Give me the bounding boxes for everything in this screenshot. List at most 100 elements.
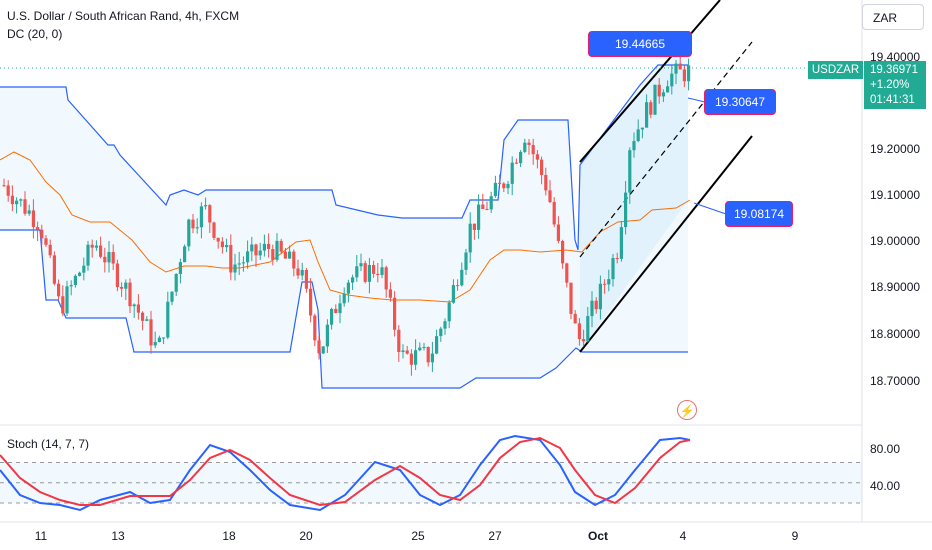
- candle-body: [23, 199, 27, 214]
- candle-body: [258, 250, 262, 256]
- candle-body: [288, 251, 292, 259]
- callout-mid-leader: [687, 97, 706, 103]
- candle-body: [653, 84, 657, 115]
- candle-body: [418, 347, 422, 351]
- candle-body: [619, 227, 623, 259]
- callout-mid[interactable]: 19.30647: [705, 90, 775, 114]
- candle-body: [241, 262, 245, 264]
- candle-body: [590, 300, 594, 317]
- candle-body: [682, 69, 686, 82]
- candle-body: [99, 245, 103, 257]
- stoch-level-label: 80.00: [870, 442, 900, 456]
- chart-title: U.S. Dollar / South African Rand, 4h, FX…: [7, 9, 240, 23]
- candle-body: [321, 346, 325, 354]
- candle-body: [409, 353, 413, 365]
- candle-body: [632, 141, 636, 151]
- candle-body: [527, 142, 531, 145]
- indicator-label[interactable]: DC (20, 0): [7, 27, 63, 41]
- candle-body: [313, 315, 317, 341]
- y-tick-label: 18.70000: [870, 374, 920, 388]
- candle-body: [44, 238, 48, 245]
- candle-body: [128, 282, 132, 307]
- candle-body: [162, 337, 166, 339]
- currency-button[interactable]: ZAR: [862, 4, 924, 30]
- candle-body: [573, 313, 577, 324]
- candle-body: [283, 251, 287, 259]
- candle-body: [191, 219, 195, 229]
- candle-body: [124, 282, 128, 289]
- candle-body: [346, 282, 350, 294]
- candle-body: [174, 273, 178, 292]
- candle-body: [212, 222, 216, 238]
- candle-body: [15, 200, 19, 205]
- candle-body: [103, 256, 107, 263]
- candle-body: [443, 321, 447, 329]
- callout-lower[interactable]: 19.08174: [726, 202, 792, 226]
- candle-body: [498, 182, 502, 184]
- symbol-badge: USDZAR: [808, 61, 863, 79]
- candle-body: [120, 286, 124, 289]
- candle-body: [401, 350, 405, 353]
- candle-body: [565, 263, 569, 283]
- x-tick-label: 20: [299, 529, 313, 543]
- candle-body: [275, 240, 279, 260]
- candle-body: [90, 244, 94, 248]
- candle-body: [225, 244, 229, 248]
- bar-countdown: 01:41:31: [870, 94, 915, 106]
- candle-body: [666, 86, 670, 93]
- candle-body: [141, 312, 145, 321]
- candle-body: [208, 205, 212, 223]
- x-tick-label: 13: [111, 529, 125, 543]
- candle-body: [414, 350, 418, 365]
- stoch-level-label: 40.00: [870, 479, 900, 493]
- candle-body: [506, 183, 510, 189]
- candle-body: [86, 244, 90, 266]
- y-tick-label: 19.20000: [870, 142, 920, 156]
- candle-body: [271, 249, 275, 260]
- candle-body: [544, 174, 548, 191]
- candle-body: [598, 283, 602, 310]
- candle-body: [430, 353, 434, 363]
- current-price: 19.36971: [870, 64, 918, 76]
- candle-body: [384, 267, 388, 290]
- candle-body: [304, 269, 308, 289]
- candle-body: [657, 84, 661, 97]
- y-tick-label: 19.00000: [870, 234, 920, 248]
- candle-body: [380, 267, 384, 275]
- candle-body: [40, 229, 44, 239]
- x-tick-label: 11: [35, 529, 48, 543]
- callout-upper[interactable]: 19.44665: [589, 32, 691, 56]
- candle-body: [678, 63, 682, 70]
- candle-body: [73, 275, 77, 286]
- candle-body: [27, 210, 31, 214]
- candle-body: [19, 199, 23, 201]
- candle-body: [607, 279, 611, 285]
- candle-body: [57, 283, 61, 297]
- candle-body: [132, 304, 136, 307]
- candle-body: [439, 328, 443, 337]
- candle-body: [325, 324, 329, 347]
- candle-body: [519, 151, 523, 164]
- stoch-label[interactable]: Stoch (14, 7, 7): [7, 437, 90, 451]
- candle-body: [330, 308, 334, 325]
- candle-body: [615, 258, 619, 260]
- candle-body: [556, 224, 560, 241]
- candle-body: [569, 282, 573, 314]
- candle-body: [195, 227, 199, 229]
- candle-body: [493, 182, 497, 197]
- candle-body: [250, 244, 254, 252]
- lightning-icon[interactable]: ⚡: [677, 400, 697, 420]
- candle-body: [309, 288, 313, 316]
- candle-body: [82, 265, 86, 273]
- stoch-k-line: [0, 434, 691, 512]
- candle-body: [367, 264, 371, 282]
- candle-body: [220, 241, 224, 248]
- candle-body: [342, 293, 346, 304]
- candle-body: [149, 319, 153, 346]
- candle-body: [451, 285, 455, 303]
- candle-body: [153, 341, 157, 346]
- channel-lower-line: [579, 135, 753, 353]
- candle-body: [514, 162, 518, 164]
- candle-body: [645, 102, 649, 128]
